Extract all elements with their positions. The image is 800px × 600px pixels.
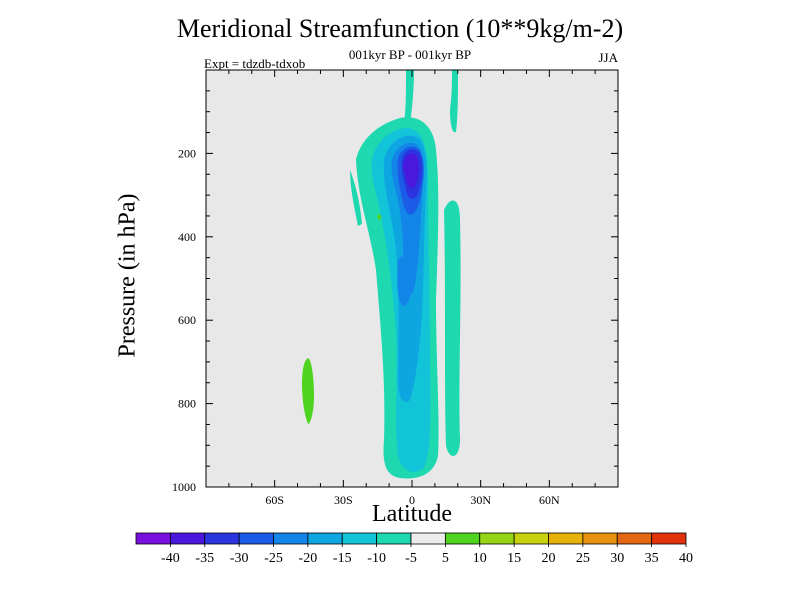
y-axis-ticks: 200 400 600 800 1000 — [172, 90, 618, 494]
contour-southern-positive — [302, 358, 314, 424]
colorbar-swatch — [582, 532, 618, 545]
colorbar-label: -25 — [264, 551, 283, 566]
y-tick-label: 400 — [178, 230, 196, 244]
colorbar-label: -15 — [333, 551, 352, 566]
colorbar-swatch — [444, 532, 481, 545]
colorbar-swatch — [410, 532, 446, 545]
x-axis-label: Latitude — [372, 501, 452, 527]
colorbar-swatch — [204, 532, 240, 545]
y-tick-label: 200 — [178, 146, 196, 160]
colorbar: -40 -35 -30 -25 -20 -15 -10 -5 5 10 15 20 25 30 35 40 — [135, 532, 693, 566]
colorbar-label: -40 — [161, 551, 180, 566]
x-axis-ticks: 60S 30S 0 30N 60N — [228, 70, 596, 507]
x-tick-label: 30S — [334, 493, 353, 507]
y-tick-label: 1000 — [172, 480, 196, 494]
chart-subtitle: 001kyr BP - 001kyr BP — [348, 47, 472, 62]
colorbar-label: -10 — [367, 551, 386, 566]
colorbar-swatch — [513, 532, 549, 545]
colorbar-swatch — [341, 532, 378, 545]
contour-top-plume-left — [404, 70, 414, 124]
colorbar-swatch — [135, 532, 171, 545]
colorbar-label: 25 — [576, 551, 590, 566]
contour-small-dot — [377, 214, 382, 220]
season-label: JJA — [598, 50, 618, 65]
x-tick-label: 30N — [470, 493, 491, 507]
x-tick-label: 0 — [409, 493, 415, 507]
experiment-label: Expt = tdzdb-tdxob — [204, 56, 306, 71]
colorbar-label: -35 — [195, 551, 214, 566]
colorbar-swatch — [651, 532, 687, 545]
chart-title: Meridional Streamfunction (10**9kg/m-2) — [176, 14, 624, 43]
colorbar-label: 15 — [507, 551, 521, 566]
colorbar-label: 20 — [542, 551, 556, 566]
colorbar-swatch — [616, 532, 653, 545]
colorbar-swatch — [548, 532, 584, 545]
colorbar-label: -20 — [299, 551, 318, 566]
contour-mid-streak — [397, 255, 412, 306]
colorbar-swatch — [376, 532, 412, 545]
contour-core — [403, 153, 419, 189]
y-tick-label: 800 — [178, 397, 196, 411]
colorbar-label: 10 — [473, 551, 487, 566]
contour-top-plume-right — [450, 70, 458, 133]
colorbar-swatch — [307, 532, 343, 545]
colorbar-swatch — [273, 532, 309, 545]
colorbar-swatch — [169, 532, 206, 545]
colorbar-label: 30 — [610, 551, 624, 566]
colorbar-label: -5 — [405, 551, 417, 566]
y-tick-label: 600 — [178, 313, 196, 327]
colorbar-label: 35 — [645, 551, 659, 566]
x-tick-label: 60N — [539, 493, 560, 507]
contour-left-arm — [350, 170, 362, 226]
colorbar-label: -30 — [230, 551, 249, 566]
colorbar-label: 5 — [442, 551, 449, 566]
colorbar-swatch — [479, 532, 515, 545]
contour-fills — [302, 70, 461, 479]
contour-northern-band — [444, 200, 461, 457]
colorbar-label: 40 — [679, 551, 693, 566]
x-tick-label: 60S — [265, 493, 284, 507]
colorbar-swatch — [238, 532, 274, 545]
